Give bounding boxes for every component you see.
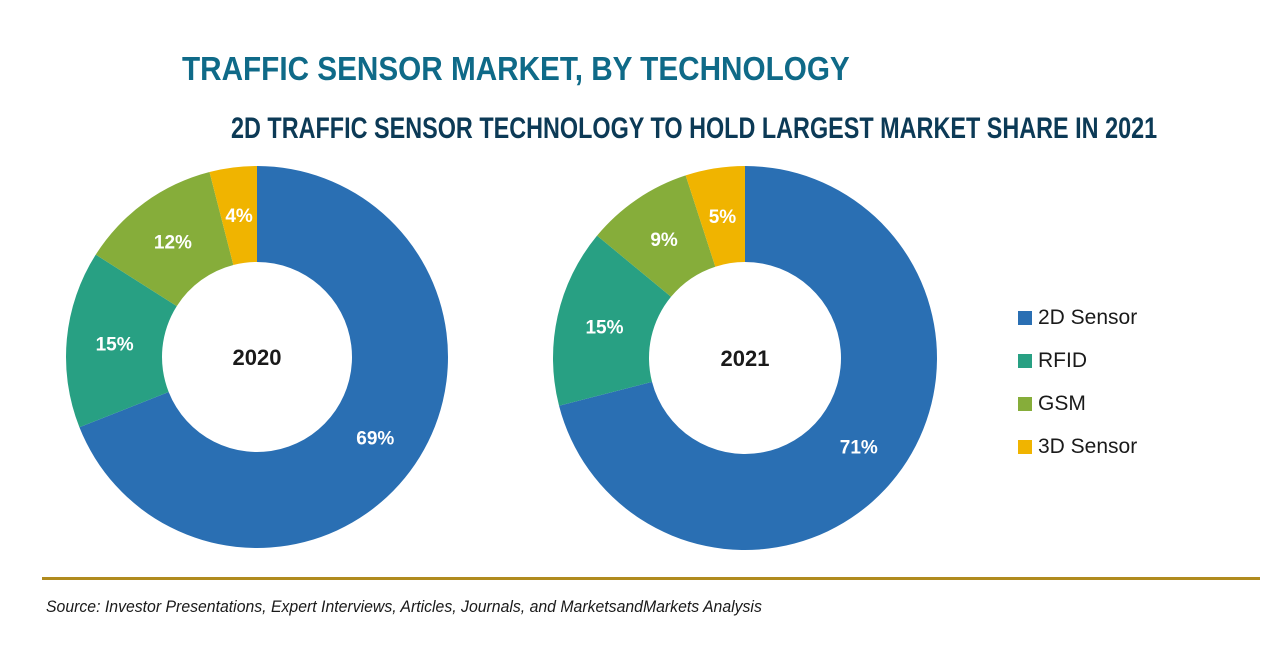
- slice-gsm: [95, 172, 234, 307]
- donut-2021: 71% 15% 9% 5% 2021: [553, 166, 938, 550]
- slice-label: 12%: [154, 232, 192, 253]
- legend: 2D Sensor RFID GSM 3D Sensor: [1018, 296, 1137, 468]
- slice-label: 5%: [709, 207, 737, 228]
- slice-label: 4%: [225, 206, 253, 227]
- center-label: 2020: [233, 345, 282, 370]
- legend-swatch: [1018, 310, 1032, 325]
- legend-label: 2D Sensor: [1038, 305, 1138, 329]
- slice-label: 69%: [356, 428, 394, 449]
- legend-label: RFID: [1038, 348, 1087, 372]
- legend-swatch: [1018, 353, 1032, 368]
- slice-label: 71%: [840, 437, 878, 458]
- legend-swatch: [1018, 439, 1032, 454]
- slice-label: 15%: [96, 335, 134, 356]
- slice-gsm: [597, 175, 716, 297]
- legend-item-3d-sensor: 3D Sensor: [1018, 425, 1137, 468]
- slice-label: 15%: [585, 318, 623, 339]
- slice-rfid: [65, 254, 177, 428]
- chart-subtitle: 2D TRAFFIC SENSOR TECHNOLOGY TO HOLD LAR…: [231, 112, 1158, 145]
- legend-swatch: [1018, 396, 1032, 411]
- slice-2d-sensor: [79, 166, 448, 548]
- chart-title: TRAFFIC SENSOR MARKET, BY TECHNOLOGY: [182, 50, 850, 87]
- center-label: 2021: [721, 346, 770, 371]
- legend-label: GSM: [1038, 391, 1086, 415]
- source-note: Source: Investor Presentations, Expert I…: [46, 597, 762, 616]
- legend-label: 3D Sensor: [1038, 434, 1138, 458]
- slice-label: 9%: [650, 230, 678, 251]
- slice-3d-sensor: [209, 166, 257, 265]
- slice-rfid: [553, 235, 672, 406]
- legend-item-gsm: GSM: [1018, 382, 1137, 425]
- donut-2020: 69% 15% 12% 4% 2020: [65, 166, 448, 548]
- slice-3d-sensor: [685, 166, 745, 267]
- legend-item-2d-sensor: 2D Sensor: [1018, 296, 1137, 339]
- slice-2d-sensor: [559, 166, 938, 550]
- legend-item-rfid: RFID: [1018, 339, 1137, 382]
- divider-rule: [42, 577, 1260, 580]
